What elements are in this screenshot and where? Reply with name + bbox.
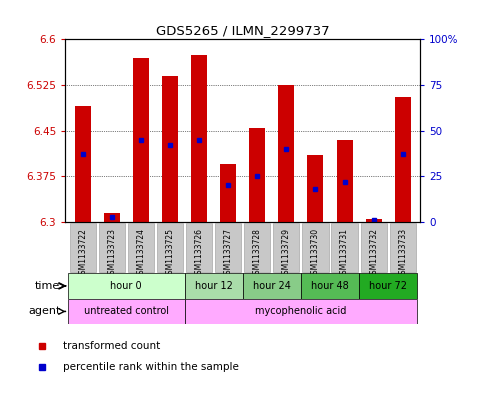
FancyBboxPatch shape	[244, 223, 270, 272]
Text: agent: agent	[28, 307, 60, 316]
Bar	[249, 128, 265, 222]
Text: untreated control: untreated control	[84, 307, 169, 316]
Text: time: time	[35, 281, 60, 291]
Bar	[308, 155, 324, 222]
Bar	[104, 213, 120, 222]
FancyBboxPatch shape	[68, 273, 185, 299]
FancyBboxPatch shape	[390, 223, 416, 272]
Bar	[278, 85, 294, 222]
Text: GSM1133725: GSM1133725	[166, 228, 174, 279]
FancyBboxPatch shape	[157, 223, 183, 272]
FancyBboxPatch shape	[360, 223, 387, 272]
Text: GSM1133729: GSM1133729	[282, 228, 291, 279]
FancyBboxPatch shape	[128, 223, 154, 272]
FancyBboxPatch shape	[359, 273, 417, 299]
FancyBboxPatch shape	[99, 223, 125, 272]
Text: transformed count: transformed count	[63, 341, 160, 351]
FancyBboxPatch shape	[185, 299, 417, 324]
Text: GSM1133726: GSM1133726	[195, 228, 203, 279]
FancyBboxPatch shape	[186, 223, 212, 272]
Text: GSM1133733: GSM1133733	[398, 228, 407, 279]
Bar	[220, 164, 236, 222]
FancyBboxPatch shape	[301, 273, 359, 299]
Bar	[366, 219, 382, 222]
Bar	[191, 55, 207, 222]
Text: GSM1133724: GSM1133724	[136, 228, 145, 279]
Text: mycophenolic acid: mycophenolic acid	[255, 307, 347, 316]
FancyBboxPatch shape	[243, 273, 301, 299]
Title: GDS5265 / ILMN_2299737: GDS5265 / ILMN_2299737	[156, 24, 329, 37]
Text: GSM1133722: GSM1133722	[78, 228, 87, 279]
Bar	[133, 57, 149, 222]
Text: percentile rank within the sample: percentile rank within the sample	[63, 362, 239, 373]
Bar	[75, 106, 91, 222]
FancyBboxPatch shape	[215, 223, 241, 272]
Text: hour 0: hour 0	[111, 281, 142, 291]
Text: hour 24: hour 24	[253, 281, 291, 291]
Bar	[395, 97, 411, 222]
Text: GSM1133730: GSM1133730	[311, 228, 320, 279]
Text: hour 48: hour 48	[311, 281, 349, 291]
FancyBboxPatch shape	[70, 223, 96, 272]
FancyBboxPatch shape	[302, 223, 328, 272]
Text: GSM1133723: GSM1133723	[107, 228, 116, 279]
Text: GSM1133728: GSM1133728	[253, 228, 262, 279]
Text: GSM1133727: GSM1133727	[224, 228, 233, 279]
FancyBboxPatch shape	[331, 223, 357, 272]
Bar	[162, 76, 178, 222]
FancyBboxPatch shape	[273, 223, 299, 272]
Text: hour 12: hour 12	[195, 281, 232, 291]
Text: hour 72: hour 72	[369, 281, 407, 291]
Text: GSM1133732: GSM1133732	[369, 228, 378, 279]
Text: GSM1133731: GSM1133731	[340, 228, 349, 279]
FancyBboxPatch shape	[185, 273, 243, 299]
FancyBboxPatch shape	[68, 299, 185, 324]
Bar	[337, 140, 353, 222]
